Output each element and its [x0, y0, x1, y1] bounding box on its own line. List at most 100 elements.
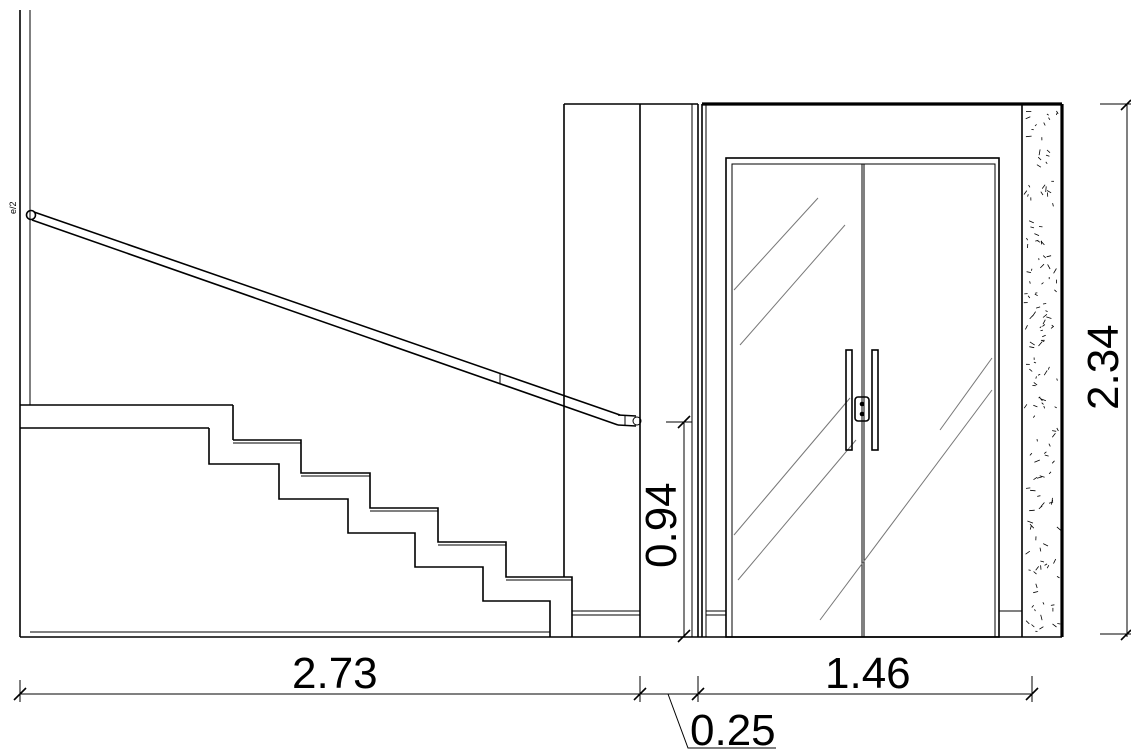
concrete-hatch-mark [1040, 398, 1047, 402]
stair-steps [208, 428, 573, 637]
concrete-hatch-mark [1028, 569, 1031, 571]
concrete-hatch-mark [1050, 325, 1055, 329]
concrete-hatch-mark [1032, 311, 1036, 317]
concrete-hatch-mark [1025, 325, 1028, 330]
concrete-hatch-mark [1038, 341, 1043, 347]
concrete-hatch-mark [1034, 292, 1038, 294]
concrete-hatch-mark [1046, 113, 1049, 116]
concrete-hatch-mark [1046, 565, 1050, 569]
concrete-hatch-mark [1042, 303, 1047, 305]
concrete-hatch-mark [1023, 190, 1028, 195]
left-wall [19, 10, 31, 637]
concrete-hatch-mark [1036, 164, 1042, 168]
concrete-hatch-mark [1030, 268, 1033, 271]
concrete-hatch-mark [1034, 233, 1040, 236]
concrete-hatch-mark [1041, 184, 1046, 189]
door-frame [701, 102, 1062, 638]
concrete-hatch-mark [1044, 563, 1048, 566]
concrete-hatch-mark [1029, 368, 1033, 372]
concrete-hatch-mark [1046, 316, 1052, 319]
concrete-hatch-mark [1028, 220, 1034, 224]
concrete-hatch-mark [1051, 460, 1055, 464]
concrete-hatch-mark [1034, 124, 1037, 127]
concrete-hatch-mark [1040, 263, 1045, 269]
concrete-hatch-mark [1025, 487, 1031, 489]
concrete-hatch-mark [1025, 620, 1030, 625]
concrete-hatch-mark [1043, 405, 1045, 409]
concrete-hatch-mark [1031, 604, 1035, 608]
concrete-hatch-mark [1035, 583, 1038, 589]
concrete-hatch-mark [1055, 112, 1058, 116]
concrete-hatch-mark [1043, 543, 1049, 547]
concrete-hatch-mark [1052, 430, 1057, 432]
concrete-hatch-mark [1046, 190, 1052, 194]
column [563, 103, 699, 637]
dimension-stair-width: 2.73 [13, 649, 647, 702]
concrete-hatch-mark [1045, 161, 1048, 165]
concrete-hatch-mark [1053, 558, 1057, 564]
concrete-hatch-mark [1033, 476, 1038, 481]
concrete-hatch-mark [1025, 116, 1031, 120]
concrete-hatch-mark [1033, 361, 1037, 364]
concrete-hatch-mark [1045, 310, 1048, 312]
concrete-hatch-mark [1039, 475, 1045, 478]
dimension-gap: 0.25 [667, 693, 776, 755]
concrete-hatch-mark [1048, 443, 1051, 447]
concrete-hatch-mark [1054, 289, 1057, 293]
concrete-hatch-mark [1033, 591, 1039, 594]
concrete-hatch-mark [1056, 110, 1059, 114]
concrete-hatch-mark [1050, 499, 1054, 505]
concrete-hatch-mark [1040, 329, 1044, 332]
concrete-hatch-mark [1033, 404, 1038, 408]
handrail [31, 211, 642, 427]
concrete-hatch-mark [1039, 547, 1042, 552]
concrete-hatch-mark [1029, 341, 1035, 346]
concrete-hatch-mark [1037, 156, 1042, 161]
concrete-hatch-mark [1035, 566, 1040, 571]
handrail-label: e/2 [8, 201, 18, 214]
concrete-hatch-mark [1051, 432, 1056, 438]
concrete-hatch-mark [1029, 523, 1035, 529]
concrete-hatch-mark [1034, 459, 1040, 463]
concrete-hatch-mark [1040, 240, 1045, 246]
concrete-hatch-mark [1033, 382, 1038, 386]
concrete-hatch-mark [1041, 402, 1044, 405]
concrete-hatch-mark [1035, 376, 1037, 379]
concrete-hatch-mark [1025, 135, 1032, 138]
concrete-hatch-mark [1042, 334, 1046, 338]
concrete-hatch-mark [1029, 525, 1032, 530]
concrete-hatch-mark [1053, 268, 1057, 274]
concrete-hatch-mark [1043, 451, 1047, 454]
concrete-hatch-mark [1040, 339, 1045, 343]
concrete-hatch-mark [1030, 489, 1036, 492]
concrete-hatch-mark [1056, 378, 1058, 381]
concrete-hatch-mark [1043, 370, 1048, 376]
concrete-hatch-mark [1031, 624, 1035, 628]
glass-door [733, 164, 993, 637]
concrete-hatch-mark [1054, 406, 1057, 409]
concrete-hatch-mark [1042, 602, 1045, 605]
dimension-door-height: 2.34 [1079, 99, 1131, 641]
concrete-hatch-mark [1027, 520, 1034, 524]
concrete-hatch-mark [1037, 240, 1041, 243]
concrete-hatch-mark [1040, 560, 1045, 563]
concrete-hatch-mark [1034, 609, 1036, 612]
masonry-wall [1021, 104, 1064, 637]
concrete-hatch-mark [1042, 324, 1046, 327]
concrete-hatch-mark [1042, 255, 1046, 259]
concrete-hatch-mark [1056, 427, 1059, 432]
dim-stair-width: 2.73 [292, 649, 378, 698]
concrete-hatch-mark [1035, 239, 1039, 242]
concrete-hatch-mark [1048, 117, 1051, 121]
concrete-hatch-mark [1037, 495, 1041, 497]
concrete-hatch-mark [1052, 203, 1054, 207]
concrete-hatch-mark [1027, 194, 1029, 197]
dim-door-width: 1.46 [825, 649, 911, 698]
concrete-hatch-mark [1040, 502, 1045, 508]
concrete-hatch-mark [1043, 122, 1046, 126]
concrete-hatch-mark [1044, 454, 1049, 457]
stair-landing [20, 404, 234, 440]
concrete-hatch-mark [1047, 264, 1051, 270]
dimension-door-width: 1.46 [640, 649, 1039, 702]
